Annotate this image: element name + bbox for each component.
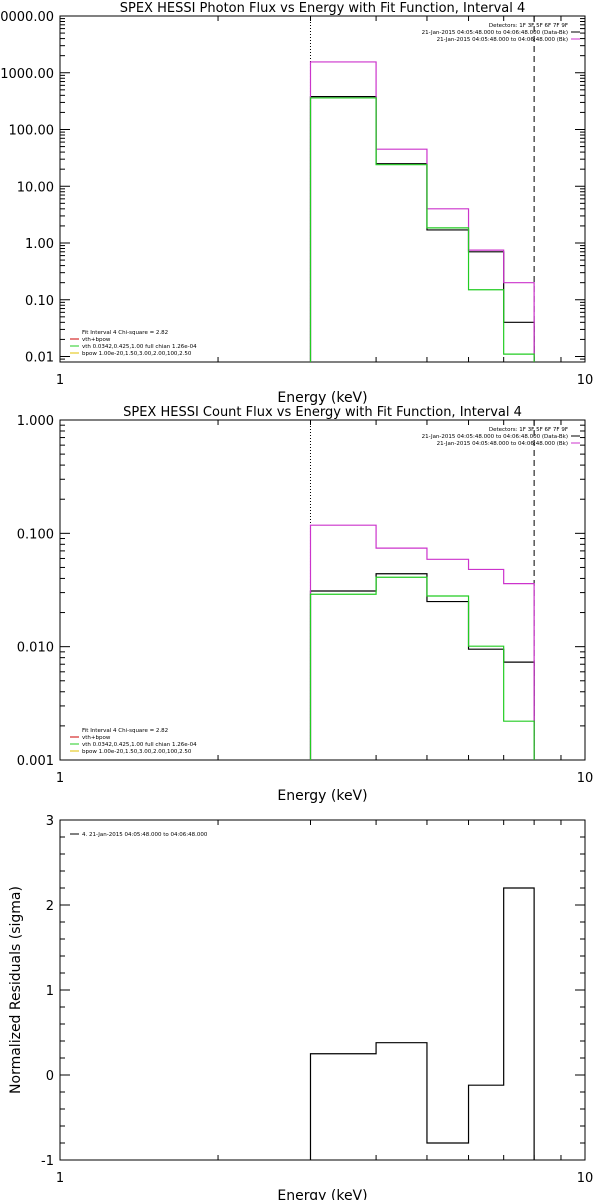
y-tick-label: 1.000: [17, 414, 54, 429]
legend-entry: 4. 21-Jan-2015 04:05:48.000 to 04:06:48.…: [82, 832, 208, 838]
legend-entry: 21-Jan-2015 04:05:48.000 to 04:06:48.000…: [422, 30, 568, 36]
y-tick-label: 0: [46, 1069, 54, 1084]
x-axis-label: Energy (keV): [277, 788, 367, 804]
x-tick-label: 10: [577, 373, 594, 388]
x-axis-label: Energy (keV): [277, 1188, 367, 1200]
legend-legend-bottom-left: Fit Interval 4 Chi-square = 2.82vth+bpow…: [70, 330, 197, 357]
y-tick-label: 10000.00: [0, 10, 54, 25]
legend-entry: Detectors: 1F 3F 5F 6F 7F 9F: [489, 427, 568, 433]
y-ticks: 1.000 0.100 0.010 0.001: [17, 414, 585, 769]
legend-legend-top-right: Detectors: 1F 3F 5F 6F 7F 9F21-Jan-2015 …: [422, 427, 580, 447]
legend-entry: 21-Jan-2015 04:05:48.000 to 04:06:48.000…: [422, 434, 568, 440]
series-vth-histogram: [309, 576, 535, 760]
y-tick-label: 100.00: [9, 124, 55, 139]
y-tick-label: 1000.00: [0, 67, 54, 82]
y-tick-label: 0.01: [25, 351, 54, 366]
x-tick-label: 10: [577, 771, 594, 786]
legend-legend-top-right: Detectors: 1F 3F 5F 6F 7F 9F21-Jan-2015 …: [422, 23, 580, 43]
legend-entry: Fit Interval 4 Chi-square = 2.82: [82, 330, 168, 336]
plot-frame: [59, 15, 586, 363]
legend-entry: vth+bpow: [82, 735, 111, 741]
y-tick-label: 10.00: [17, 180, 54, 195]
legend-entry: vth 0.0342,0.425,1.00 full chian 1.26e-0…: [82, 742, 197, 748]
series-vth-histogram: [309, 97, 535, 362]
y-tick-label: 0.010: [17, 641, 54, 656]
y-ticks: 3 2 1 0 -1: [41, 814, 585, 1169]
y-tick-label: 1.00: [25, 237, 54, 252]
x-tick-label: 1: [56, 1171, 64, 1186]
chart-title: SPEX HESSI Photon Flux vs Energy with Fi…: [120, 1, 526, 16]
x-tick-label: 1: [56, 771, 64, 786]
legend-entry: vth 0.0342,0.425,1.00 full chian 1.26e-0…: [82, 344, 197, 350]
x-tick-label: 1: [56, 373, 64, 388]
plot-frame: [59, 419, 586, 761]
legend-entry: Detectors: 1F 3F 5F 6F 7F 9F: [489, 23, 568, 29]
y-tick-label: 0.100: [17, 527, 54, 542]
y-tick-label: -1: [41, 1154, 54, 1169]
plot-panel-2: SPEX HESSI Count Flux vs Energy with Fit…: [17, 405, 593, 804]
x-ticks: 1 10: [56, 820, 593, 1186]
y-tick-label: 0.001: [17, 754, 54, 769]
legend-entry: 21-Jan-2015 04:05:48.000 to 04:06:48.000…: [437, 37, 568, 43]
legend-entry: vth+bpow: [82, 337, 111, 343]
y-tick-label: 1: [46, 984, 54, 999]
y-tick-label: 0.10: [25, 294, 54, 309]
legend-legend-bottom-left: Fit Interval 4 Chi-square = 2.82vth+bpow…: [70, 728, 197, 755]
plot-panel-1: SPEX HESSI Photon Flux vs Energy with Fi…: [0, 1, 593, 406]
x-tick-label: 10: [577, 1171, 594, 1186]
legend-entry: Fit Interval 4 Chi-square = 2.82: [82, 728, 168, 734]
legend-entry: bpow 1.00e-20,1.50,3.00,2.00,100,2.50: [82, 351, 192, 357]
y-tick-label: 3: [46, 814, 54, 829]
series-data-histogram: [309, 887, 535, 1160]
y-ticks: 10000.00 1000.00 100.00 10.00 1.00 0.10 0.01: [0, 10, 585, 366]
chart-title: SPEX HESSI Count Flux vs Energy with Fit…: [123, 405, 522, 420]
y-tick-label: 2: [46, 899, 54, 914]
series-model-histogram: [309, 61, 535, 362]
x-axis-label: Energy (keV): [277, 390, 367, 406]
series-model-histogram: [309, 524, 535, 760]
legend-entry: 21-Jan-2015 04:05:48.000 to 04:06:48.000…: [437, 441, 568, 447]
series-data-histogram: [309, 573, 535, 760]
legend-entry: bpow 1.00e-20,1.50,3.00,2.00,100,2.50: [82, 749, 192, 755]
y-axis-label: Normalized Residuals (sigma): [8, 886, 24, 1094]
series-data-histogram: [309, 95, 535, 362]
legend-legend-top-left: 4. 21-Jan-2015 04:05:48.000 to 04:06:48.…: [70, 832, 208, 838]
plot-frame: [59, 819, 586, 1161]
